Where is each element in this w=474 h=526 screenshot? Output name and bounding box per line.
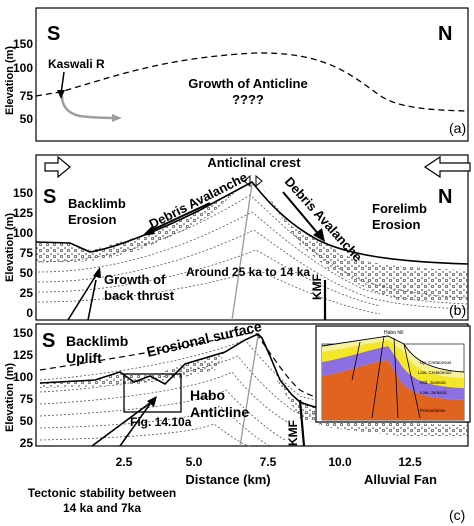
axial-plane-c bbox=[239, 335, 259, 447]
y-tick-b-100: 100 bbox=[13, 226, 33, 240]
back-thrust-line1: Growth of bbox=[104, 272, 166, 287]
x-ticks-c: 2.5 5.0 7.5 10.0 12.5 bbox=[116, 455, 422, 469]
axial-plane-b bbox=[231, 183, 253, 321]
south-label-a: S bbox=[47, 23, 60, 45]
forelimb-debris-arrow-head bbox=[313, 228, 325, 242]
inset-precambrian-layer bbox=[322, 360, 464, 420]
panel-c-label: (c) bbox=[449, 507, 465, 523]
surface-profile-b bbox=[35, 180, 469, 265]
river-pointer-head bbox=[57, 90, 65, 99]
south-label-c: S bbox=[42, 330, 55, 352]
y-tick-a-50: 50 bbox=[20, 112, 34, 126]
tectonic-stability-line2: 14 ka and 7ka bbox=[63, 501, 141, 515]
kaswali-river-label: Kaswali R bbox=[48, 57, 105, 71]
y-tick-b-125: 125 bbox=[13, 206, 33, 220]
y-tick-b-75: 75 bbox=[20, 246, 34, 260]
x-tick-7-5: 7.5 bbox=[260, 455, 277, 469]
back-thrust-splay bbox=[87, 279, 97, 321]
back-thrust-arrow-head bbox=[93, 267, 101, 278]
panel-b-label: (b) bbox=[449, 302, 466, 318]
y-tick-b-150: 150 bbox=[13, 186, 33, 200]
inset-unit-5: Precambrian bbox=[420, 408, 446, 413]
inset-title: Habo hill bbox=[384, 330, 403, 336]
kmf-label-b: KMF bbox=[310, 274, 324, 300]
inset-upper-cretaceous-layer bbox=[322, 336, 464, 378]
thrust-arrow-head-c bbox=[147, 396, 157, 407]
y-tick-c-75: 75 bbox=[20, 392, 34, 406]
anticline-profile-dashed bbox=[35, 52, 469, 112]
y-tick-b-25: 25 bbox=[20, 286, 34, 300]
y-tick-c-100: 100 bbox=[13, 370, 33, 384]
inset-surface-line bbox=[321, 335, 465, 373]
fig-reference-box bbox=[123, 373, 182, 413]
backlimb-uplift-line1: Backlimb bbox=[66, 333, 128, 349]
backlimb-erosion-line1: Backlimb bbox=[68, 196, 126, 211]
kmf-label-c: KMF bbox=[286, 420, 300, 446]
north-label-b: N bbox=[438, 186, 452, 208]
inset-cross-section: Habo hill Up. Cretaceous Low. Cretaceous… bbox=[315, 325, 471, 423]
y-tick-c-50: 50 bbox=[20, 414, 34, 428]
backlimb-erosion-line2: Erosion bbox=[68, 212, 116, 227]
habo-anticline-line1: Habo bbox=[190, 387, 225, 403]
y-tick-a-100: 100 bbox=[13, 61, 33, 75]
forelimb-erosion-line2: Erosion bbox=[372, 217, 420, 232]
kmf-fault-c bbox=[298, 399, 306, 447]
x-axis-label: Distance (km) bbox=[185, 472, 270, 487]
y-tick-c-150: 150 bbox=[13, 326, 33, 340]
y-tick-b-50: 50 bbox=[20, 266, 34, 280]
inset-jurassic-layer bbox=[322, 346, 464, 400]
panel-a: S N Elevation (m) 150 100 75 50 Kaswali … bbox=[4, 7, 469, 142]
x-tick-10-0: 10.0 bbox=[328, 455, 352, 469]
left-compression-arrow bbox=[44, 155, 71, 179]
x-tick-12-5: 12.5 bbox=[398, 455, 422, 469]
back-thrust-fault bbox=[67, 271, 99, 321]
y-tick-a-150: 150 bbox=[13, 37, 33, 51]
kaswali-river-channel bbox=[60, 95, 119, 120]
right-compression-arrow bbox=[423, 155, 471, 179]
y-tick-b-0: 0 bbox=[26, 306, 33, 320]
backlimb-debris-arrow-head bbox=[142, 226, 155, 236]
anticlinal-crest-label: Anticlinal crest bbox=[207, 155, 301, 170]
anticline-growth-label: Growth of Anticline bbox=[188, 76, 307, 91]
inset-unit-4: Low. Jurassic bbox=[420, 390, 448, 395]
forelimb-debris-arrow bbox=[282, 191, 321, 237]
backlimb-uplift-line2: Uplift bbox=[66, 350, 102, 366]
south-label-b: S bbox=[43, 186, 56, 208]
back-thrust-line2: back thrust bbox=[104, 288, 175, 303]
x-tick-2-5: 2.5 bbox=[116, 455, 133, 469]
backlimb-debris-arrow bbox=[147, 202, 211, 233]
y-ticks-c: 150 125 100 75 50 25 bbox=[13, 326, 33, 450]
question-marks: ???? bbox=[232, 92, 264, 107]
forelimb-debris-deposit bbox=[262, 188, 468, 300]
back-thrust-fault-c bbox=[91, 399, 155, 447]
panel-b: Anticlinal crest S N Elevation (m bbox=[4, 154, 471, 321]
river-arrow-head bbox=[112, 114, 122, 122]
alluvial-fan-label: Alluvial Fan bbox=[364, 472, 437, 487]
habo-anticline-line2: Anticline bbox=[190, 404, 249, 420]
back-thrust-fault-c2 bbox=[119, 403, 151, 447]
y-ticks-b: 150 125 100 75 50 25 0 bbox=[13, 186, 33, 320]
inset-unit-1: Up. Cretaceous bbox=[420, 360, 452, 365]
panel-a-frame bbox=[35, 7, 469, 142]
y-axis-label-a: Elevation (m) bbox=[4, 46, 16, 115]
y-tick-c-25: 25 bbox=[20, 436, 34, 450]
y-tick-c-125: 125 bbox=[13, 348, 33, 362]
fig-reference-label: Fig. 14.10a bbox=[130, 415, 192, 429]
y-tick-a-75: 75 bbox=[20, 89, 34, 103]
age-label: Around 25 ka to 14 ka bbox=[186, 265, 310, 279]
tectonic-stability-line1: Tectonic stability between bbox=[28, 486, 176, 500]
x-tick-5-0: 5.0 bbox=[186, 455, 203, 469]
inset-faults bbox=[351, 335, 421, 419]
y-axis-label-c: Elevation (m) bbox=[4, 363, 16, 432]
fold-layers-b bbox=[37, 194, 469, 315]
panel-a-label: (a) bbox=[449, 120, 466, 136]
y-axis-label-b: Elevation (m) bbox=[4, 213, 16, 282]
inset-unit-3: Mid. Jurassic bbox=[420, 380, 447, 385]
crest-marker-right bbox=[255, 174, 263, 188]
north-label-a: N bbox=[438, 23, 452, 45]
inset-unit-2: Low. Cretaceous bbox=[418, 370, 452, 375]
forelimb-erosion-line1: Forelimb bbox=[372, 201, 427, 216]
